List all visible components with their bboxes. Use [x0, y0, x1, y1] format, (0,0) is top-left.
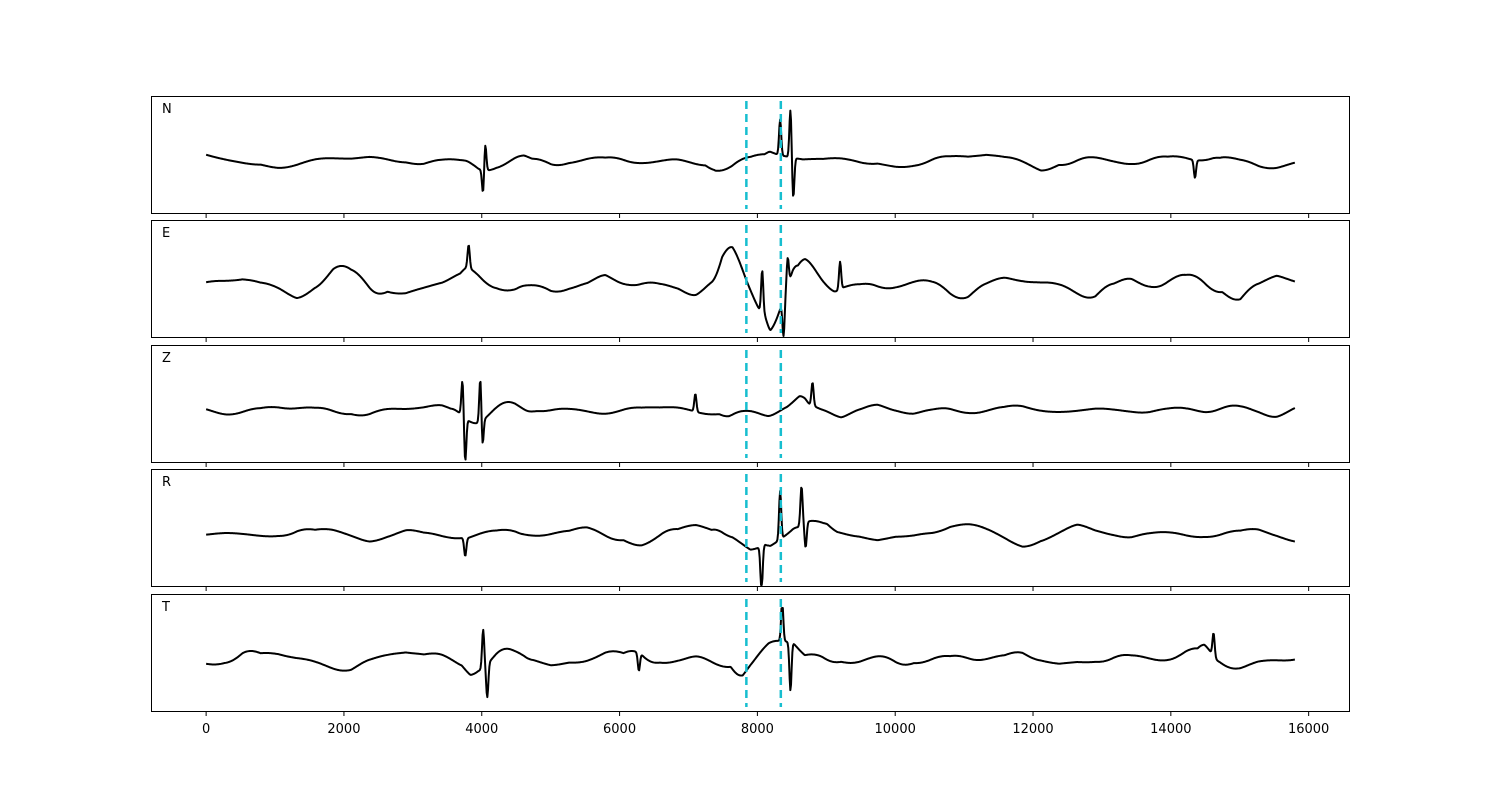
- waveform-N: [205, 109, 1296, 197]
- panel-label: T: [161, 600, 170, 615]
- waveform-T: [205, 607, 1296, 699]
- panel-label: R: [162, 475, 171, 490]
- waveform-Z: [205, 380, 1296, 461]
- waveform-R: [205, 486, 1296, 586]
- x-tick-label: 14000: [1150, 722, 1191, 737]
- x-tick-label: 6000: [603, 722, 636, 737]
- panel-frame: [151, 469, 1350, 587]
- x-tick-label: 10000: [875, 722, 916, 737]
- panel-N: N: [151, 96, 1350, 218]
- panel-frame: [151, 345, 1350, 463]
- panel-T: T: [151, 594, 1350, 716]
- panel-label: E: [162, 226, 170, 241]
- x-tick-label: 2000: [327, 722, 360, 737]
- x-tick-label: 8000: [741, 722, 774, 737]
- waveform-E: [205, 244, 1296, 337]
- panel-E: E: [151, 220, 1350, 342]
- panel-label: N: [162, 102, 172, 117]
- panel-label: Z: [162, 351, 171, 366]
- panel-Z: Z: [151, 345, 1350, 467]
- x-tick-label: 0: [202, 722, 210, 737]
- x-tick-label: 16000: [1288, 722, 1329, 737]
- x-tick-label: 12000: [1012, 722, 1053, 737]
- panel-frame: [151, 220, 1350, 338]
- panel-frame: [151, 96, 1350, 214]
- x-tick-label: 4000: [465, 722, 498, 737]
- panel-R: R: [151, 469, 1350, 591]
- panel-frame: [151, 594, 1350, 712]
